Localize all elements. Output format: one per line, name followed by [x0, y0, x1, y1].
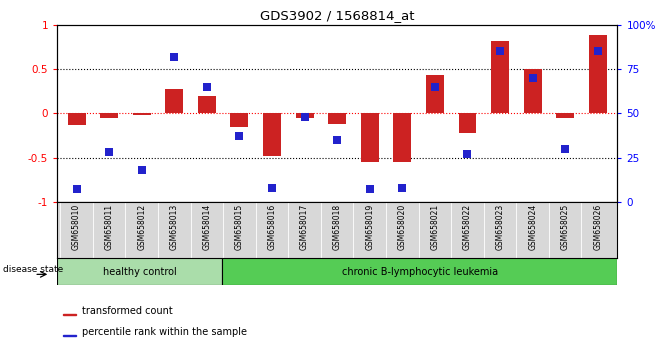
Point — [397, 185, 408, 190]
Bar — [133, 113, 151, 115]
Bar — [393, 113, 411, 162]
Bar — [57, 258, 222, 285]
Text: GSM658013: GSM658013 — [170, 204, 178, 250]
Bar — [361, 113, 378, 162]
Bar — [165, 90, 183, 113]
Text: GSM658011: GSM658011 — [105, 204, 113, 250]
Bar — [589, 35, 607, 113]
Text: GSM658025: GSM658025 — [561, 204, 570, 250]
Text: GSM658017: GSM658017 — [300, 204, 309, 250]
Point — [527, 75, 538, 81]
Text: transformed count: transformed count — [83, 306, 173, 316]
Text: GSM658018: GSM658018 — [333, 204, 342, 250]
Text: GSM658019: GSM658019 — [365, 204, 374, 250]
Point — [462, 151, 473, 157]
Text: disease state: disease state — [3, 264, 63, 274]
Text: GSM658010: GSM658010 — [72, 204, 81, 250]
Point — [71, 187, 82, 192]
Text: GSM658022: GSM658022 — [463, 204, 472, 250]
Text: GSM658012: GSM658012 — [138, 204, 146, 250]
Point — [495, 48, 505, 54]
Point — [299, 114, 310, 120]
Text: GSM658014: GSM658014 — [203, 204, 211, 250]
Point — [266, 185, 277, 190]
Text: chronic B-lymphocytic leukemia: chronic B-lymphocytic leukemia — [342, 267, 498, 277]
Bar — [523, 69, 541, 113]
Bar — [100, 113, 118, 118]
Bar — [222, 258, 617, 285]
Text: GSM658026: GSM658026 — [593, 204, 603, 250]
Title: GDS3902 / 1568814_at: GDS3902 / 1568814_at — [260, 9, 415, 22]
Bar — [231, 113, 248, 127]
Point — [560, 146, 570, 152]
Point — [234, 133, 245, 139]
Bar — [491, 41, 509, 113]
Point — [201, 84, 212, 90]
Text: GSM658015: GSM658015 — [235, 204, 244, 250]
Bar — [198, 96, 216, 113]
Bar — [62, 314, 76, 315]
Bar — [556, 113, 574, 118]
Point — [104, 149, 115, 155]
Text: GSM658024: GSM658024 — [528, 204, 537, 250]
Point — [592, 48, 603, 54]
Bar — [62, 335, 76, 336]
Text: percentile rank within the sample: percentile rank within the sample — [83, 327, 247, 337]
Text: GSM658023: GSM658023 — [496, 204, 505, 250]
Bar — [296, 113, 313, 118]
Bar — [68, 113, 85, 125]
Point — [364, 187, 375, 192]
Point — [429, 84, 440, 90]
Text: healthy control: healthy control — [103, 267, 176, 277]
Text: GSM658021: GSM658021 — [430, 204, 440, 250]
Text: GSM658020: GSM658020 — [398, 204, 407, 250]
Bar — [263, 113, 281, 156]
Point — [332, 137, 343, 143]
Point — [136, 167, 147, 173]
Bar — [328, 113, 346, 124]
Point — [169, 54, 180, 59]
Bar — [426, 75, 444, 113]
Text: GSM658016: GSM658016 — [268, 204, 276, 250]
Bar — [458, 113, 476, 133]
